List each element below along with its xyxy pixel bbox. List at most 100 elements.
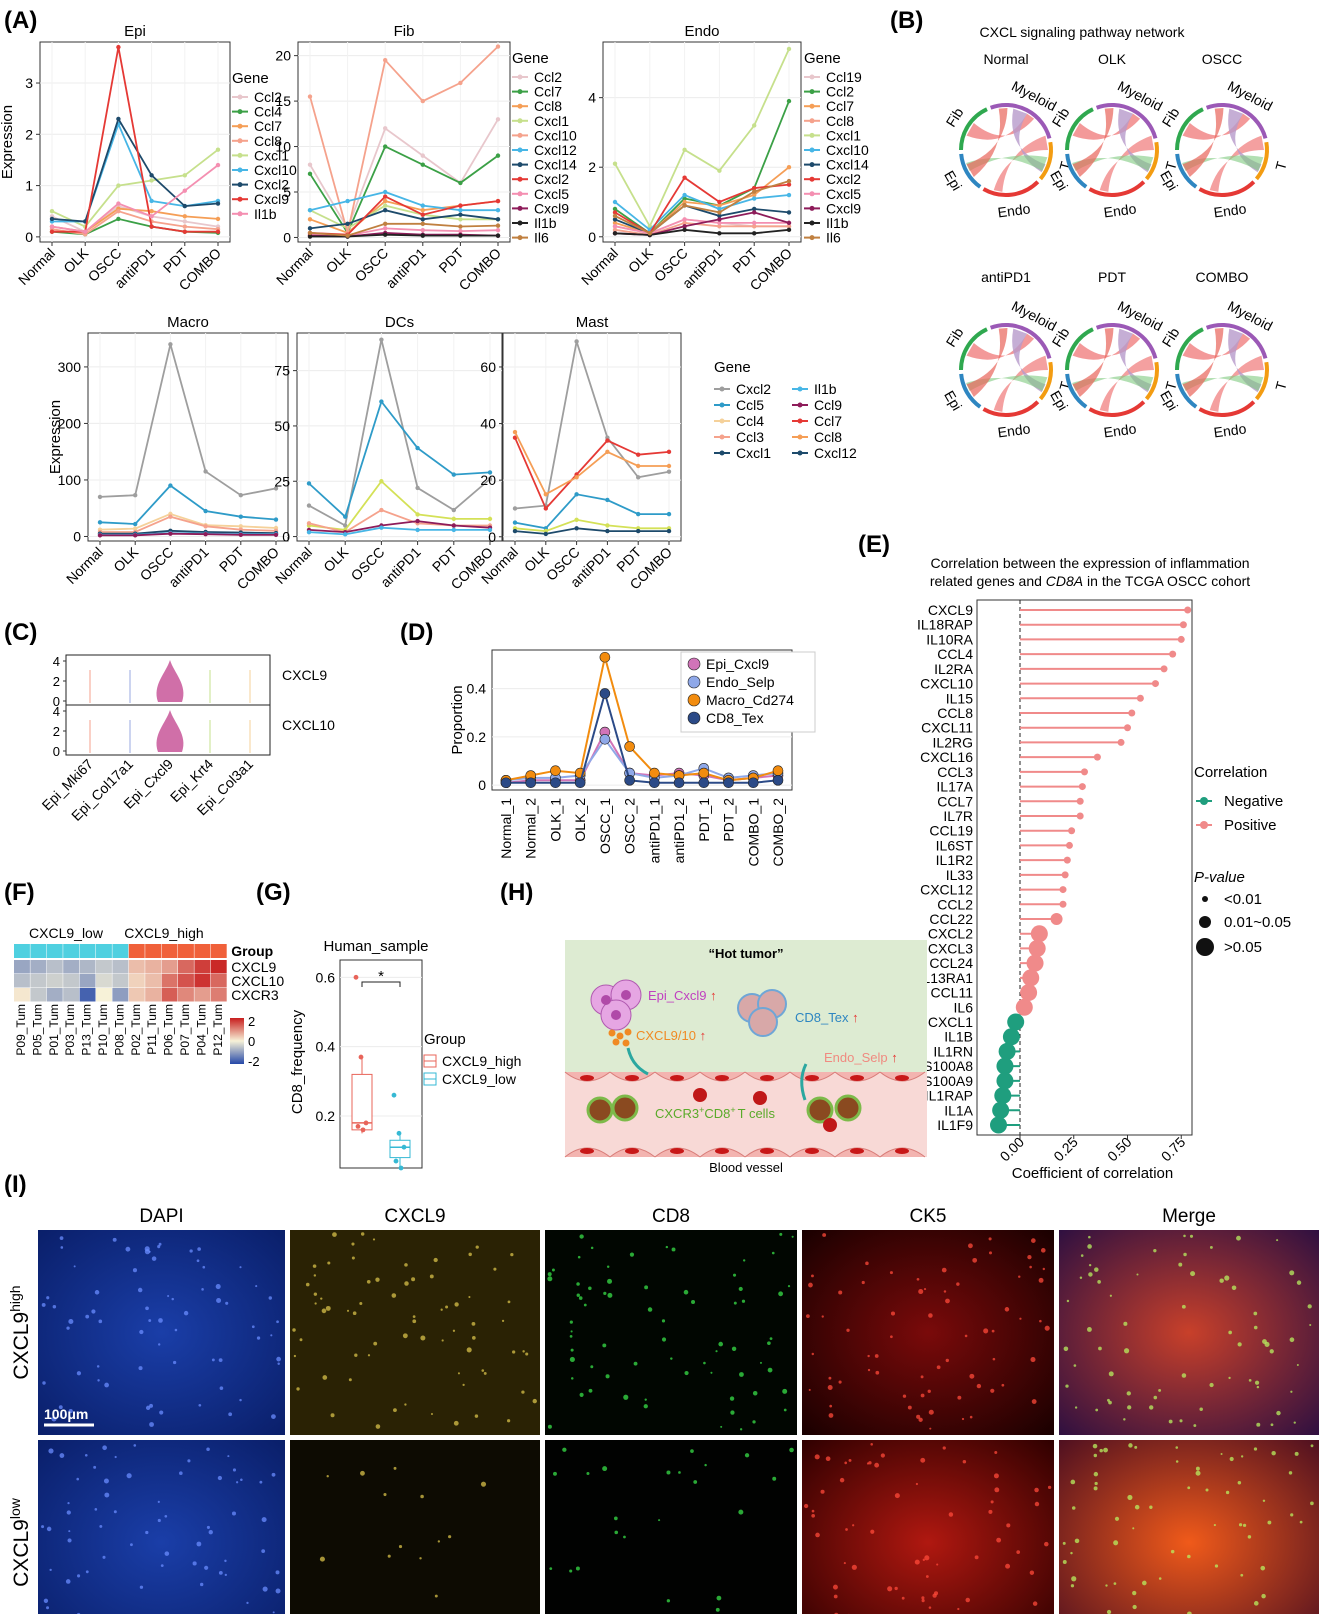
micrograph-speckle (829, 1404, 833, 1408)
data-point (673, 777, 685, 789)
micrograph-speckle (992, 1357, 996, 1361)
micrograph-speckle (158, 1242, 162, 1246)
y-tick-label: 4 (588, 90, 596, 106)
micrograph-speckle (228, 1412, 233, 1417)
lollipop-point-il10ra (1177, 635, 1185, 643)
x-tick-label: COMBO_1 (745, 798, 761, 867)
micrograph-speckle (299, 1338, 303, 1342)
chord-link (1072, 333, 1141, 360)
micrograph-speckle (393, 1466, 397, 1470)
micrograph-speckle (1031, 1399, 1037, 1404)
micrograph-speckle (839, 1477, 845, 1483)
data-point (624, 741, 635, 752)
y-tick-label: 100 (58, 472, 82, 488)
micrograph-speckle (846, 1328, 850, 1332)
micrograph-speckle (821, 1315, 824, 1318)
y-tick-label: 0 (478, 777, 486, 793)
micrograph-speckle (332, 1232, 337, 1237)
legend-entry: Ccl7 (814, 413, 842, 429)
micrograph-speckle (130, 1543, 133, 1547)
chord-sector-myeloid (1095, 323, 1158, 359)
lollipop-point-il6st (1065, 841, 1073, 849)
micrograph-speckle (956, 1282, 960, 1286)
series-line-ccl3 (100, 515, 277, 533)
micrograph-speckle (261, 1517, 267, 1523)
micrograph-speckle (870, 1443, 873, 1446)
series-line-ccl5 (99, 484, 277, 525)
micrograph-speckle (1039, 1319, 1042, 1323)
micrograph-speckle (1179, 1419, 1183, 1423)
micrograph-image (1059, 1440, 1319, 1614)
micrograph-speckle (202, 1265, 206, 1269)
channel-header: DAPI (139, 1206, 183, 1227)
micrograph-speckle (1240, 1573, 1244, 1577)
heatmap-cell (178, 988, 194, 1002)
micrograph-speckle (683, 1289, 689, 1295)
micrograph-speckle (240, 1478, 243, 1482)
chord-sector-label: Fib (943, 325, 967, 350)
legend-dot (517, 220, 523, 226)
micrograph-speckle (739, 1372, 744, 1377)
micrograph-speckle (602, 1466, 608, 1472)
data-point (612, 227, 618, 233)
micrograph-speckle (614, 1530, 619, 1535)
endothelial-nucleus (895, 1075, 909, 1081)
x-tick-label: OLK_2 (572, 798, 588, 842)
micrograph-speckle (962, 1459, 967, 1464)
micrograph-speckle (1205, 1488, 1209, 1492)
micrograph-speckle (321, 1308, 327, 1314)
micrograph-speckle (474, 1414, 479, 1418)
legend-entry: Cxcl5 (534, 186, 569, 202)
micrograph-speckle (1149, 1405, 1154, 1410)
micrograph-speckle (825, 1456, 831, 1462)
micrograph-speckle (319, 1556, 325, 1562)
micrograph-speckle (1016, 1550, 1021, 1554)
lollipop-point-il1a (992, 1101, 1010, 1119)
plot-frame (502, 332, 682, 542)
chord-sector-epi (1175, 373, 1198, 409)
legend-entry: Il1b (534, 215, 557, 231)
micrograph-speckle (104, 1382, 109, 1388)
chord-sector-myeloid (989, 103, 1052, 139)
data-point (752, 220, 757, 226)
legend-dot (517, 162, 523, 168)
data-point (345, 233, 350, 238)
micrograph-speckle (1005, 1563, 1011, 1569)
micrograph-speckle (752, 1420, 756, 1424)
chord-sector-label: Endo (1103, 420, 1138, 440)
lollipop-point-il1rn (998, 1042, 1016, 1060)
x-tick-label: antiPD1_1 (646, 798, 662, 864)
heatmap-cell (112, 988, 129, 1002)
y-tick-label: 40 (480, 416, 496, 432)
micrograph-speckle (613, 1516, 618, 1521)
data-point (415, 445, 420, 451)
data-point (458, 233, 463, 238)
micrograph-speckle (137, 1287, 143, 1293)
chord-sector-endo (1198, 400, 1256, 417)
legend-entry: Cxcl1 (534, 113, 569, 129)
micrograph-speckle (46, 1526, 52, 1532)
chord-sector-t (1144, 361, 1159, 401)
micrograph-speckle (894, 1493, 900, 1499)
y-tick-label: 60 (480, 359, 496, 375)
data-point (698, 767, 710, 779)
micrograph-speckle (1047, 1485, 1052, 1489)
x-tick-label: 0.00 (997, 1134, 1028, 1165)
x-tick-label: 0.75 (1158, 1134, 1189, 1165)
micrograph-speckle (453, 1420, 459, 1426)
micrograph-speckle (60, 1246, 64, 1249)
micrograph-speckle (448, 1535, 452, 1539)
micrograph-speckle (547, 1276, 553, 1282)
micrograph-speckle (1225, 1490, 1230, 1495)
heatmap-column-label: P02_Tum (129, 1004, 143, 1056)
micrograph-speckle (570, 1348, 574, 1352)
group-low-label: CXCL9_low (29, 925, 104, 941)
micrograph-speckle (575, 1566, 580, 1571)
micrograph-speckle (1123, 1348, 1130, 1354)
gene-label: CCL8 (937, 705, 973, 721)
micrograph-speckle (1029, 1570, 1035, 1575)
heatmap-cell (145, 988, 162, 1002)
gene-label: CXCL10 (920, 676, 973, 692)
gene-label: IL1A (944, 1102, 973, 1118)
